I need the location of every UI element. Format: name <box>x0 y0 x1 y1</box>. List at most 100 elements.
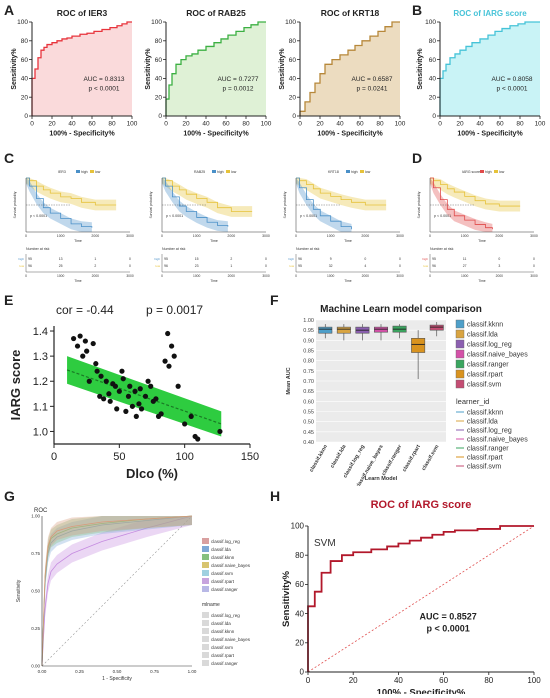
x-axis-label: Time <box>478 239 486 243</box>
data-point <box>112 383 119 389</box>
km-legend-swatch <box>480 170 484 173</box>
x-tick-label: 0 <box>161 234 163 238</box>
legend-label: classif.ranger <box>467 446 509 453</box>
risk-count: 0 <box>498 257 500 261</box>
data-point <box>84 348 90 354</box>
x-tick-label: 2000 <box>495 234 503 238</box>
km-legend-swatch <box>346 170 350 173</box>
data-point <box>107 398 113 404</box>
x-tick-label: 80 <box>242 121 250 128</box>
x-tick-label: classif.lda <box>330 444 348 469</box>
x-axis-label: 1 - Specificity <box>102 676 132 682</box>
km-curve <box>162 177 253 212</box>
legend-swatch <box>202 562 209 568</box>
roc-area <box>300 22 400 116</box>
risk-count: 0 <box>399 264 401 268</box>
risk-x-axis-label: Time <box>478 279 485 283</box>
x-tick-label: classif.rpart <box>402 444 422 473</box>
x-tick-label: 80 <box>108 121 116 128</box>
roc-curve <box>41 515 193 667</box>
legend-swatch <box>455 349 465 359</box>
box <box>411 337 426 353</box>
risk-count: 95 <box>28 257 32 261</box>
risk-table-title: Number at risk <box>162 247 186 251</box>
p-value-label: p < 0.0001 <box>434 214 451 218</box>
roc-chart-krt18: ROC of KRT18 00 20 20 40 40 60 60 80 80 100 100 100%… <box>279 8 406 138</box>
x-tick-label: 100 <box>535 121 546 128</box>
risk-count: 95 <box>298 264 302 268</box>
x-axis-label: 100% - Specificity% <box>457 131 523 138</box>
y-axis-label: Mean AUC <box>286 367 292 394</box>
y-tick-label: 20 <box>21 94 29 101</box>
legend-swatch <box>202 644 209 650</box>
data-point <box>138 406 145 412</box>
y-tick-label: 40 <box>155 76 163 83</box>
risk-x-axis-label: Time <box>344 279 351 283</box>
km-legend-low: low <box>365 170 371 174</box>
y-tick-label: 0.45 <box>303 430 314 436</box>
legend-label: classif.log_reg <box>211 613 240 618</box>
x-axis-label: Time <box>74 239 82 243</box>
legend-swatch <box>455 379 465 389</box>
auc-label: AUC = 0.8527 <box>419 611 476 621</box>
x-tick-label: 100 <box>261 121 272 128</box>
chart-title: ROC of RAB25 <box>186 8 246 18</box>
data-point <box>153 396 159 402</box>
x-tick-label: 20 <box>456 121 464 128</box>
risk-count: 0 <box>533 257 535 261</box>
legend-swatch <box>202 554 209 560</box>
km-curve <box>26 177 93 228</box>
x-tick-label: 60 <box>439 676 448 685</box>
x-tick-label: 1000 <box>57 234 65 238</box>
risk-count: 0 <box>129 264 131 268</box>
risk-row-label: low <box>155 264 160 268</box>
p-value-label: p < 0.0001 <box>166 214 183 218</box>
y-tick-label: 60 <box>155 57 163 64</box>
legend-swatch <box>202 570 209 576</box>
roc-area <box>440 22 540 116</box>
km-legend-title: KRT18 <box>328 170 339 174</box>
x-axis-label: 100% - Specificity% <box>377 688 466 695</box>
risk-x-tick-label: 0 <box>25 274 27 278</box>
data-point <box>162 358 168 364</box>
y-tick-label: 1.00 <box>31 514 40 519</box>
legend-title: learner_id <box>456 397 489 406</box>
km-legend-title: IER3 <box>58 170 66 174</box>
roc-chart-rab25: ROC of RAB25 00 20 20 40 40 60 60 80 80 100 100 100%… <box>145 8 272 138</box>
y-axis-label: Survival probability <box>13 191 17 218</box>
y-axis-label: Survival probability <box>283 191 287 218</box>
legend-swatch <box>202 628 209 634</box>
legend-label: classif.svm <box>211 645 233 650</box>
roc-chart-g: ROC 0.00 0.25 0.50 0.75 1.00 0.00 0.25 0.50 0.75 1… <box>16 508 251 682</box>
risk-count: 96 <box>298 257 302 261</box>
y-tick-label: 60 <box>429 57 437 64</box>
km-legend-swatch <box>226 170 230 173</box>
risk-row-label: high <box>18 257 24 261</box>
km-legend-swatch <box>360 170 364 173</box>
data-point <box>137 386 143 392</box>
y-tick-label: 0 <box>300 668 305 677</box>
x-tick-label: 0 <box>295 234 297 238</box>
km-confidence-band <box>162 178 253 217</box>
y-tick-label: 100 <box>291 522 305 531</box>
legend-swatch <box>455 339 465 349</box>
y-axis-label: Sensitivity% <box>281 570 292 627</box>
y-tick-label: 80 <box>21 38 29 45</box>
data-point <box>86 378 92 384</box>
risk-count: 0 <box>364 257 366 261</box>
km-legend-high: high <box>351 170 358 174</box>
risk-x-tick-label: 1000 <box>327 274 335 278</box>
x-tick-label: 1000 <box>327 234 335 238</box>
risk-x-tick-label: 3000 <box>530 274 538 278</box>
x-tick-label: 20 <box>182 121 190 128</box>
x-tick-label: 80 <box>516 121 524 128</box>
panel-letter-d: D <box>412 150 423 166</box>
legend-label: classif.rpart <box>467 455 503 462</box>
risk-x-axis-label: Time <box>74 279 81 283</box>
legend-swatch <box>202 636 209 642</box>
data-point <box>158 411 164 417</box>
risk-count: 0 <box>265 257 267 261</box>
risk-row-label: low <box>423 264 428 268</box>
